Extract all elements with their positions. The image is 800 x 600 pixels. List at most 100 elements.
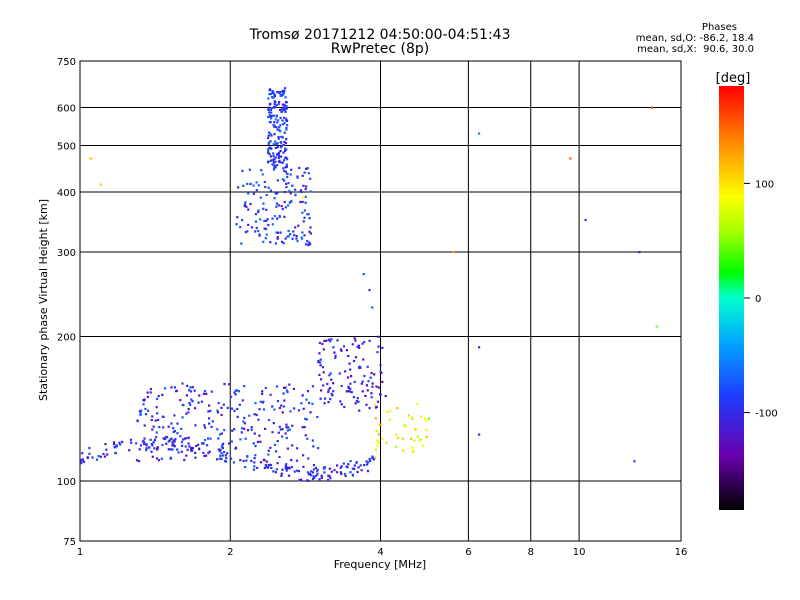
data-point <box>287 182 290 185</box>
data-point <box>289 173 292 176</box>
data-point <box>284 142 288 145</box>
data-point <box>280 240 284 243</box>
data-point <box>294 193 297 196</box>
data-point <box>221 454 224 457</box>
data-point <box>202 451 205 454</box>
data-point <box>356 397 359 400</box>
data-point <box>244 201 247 204</box>
data-point <box>203 390 207 393</box>
data-point <box>356 345 359 348</box>
data-point <box>249 202 252 206</box>
data-point <box>291 444 294 447</box>
data-point <box>267 142 270 145</box>
data-point <box>173 414 176 417</box>
data-point <box>276 91 279 94</box>
data-point <box>324 397 327 400</box>
data-point <box>569 157 572 160</box>
data-point <box>176 422 179 425</box>
data-point <box>302 220 305 223</box>
data-point <box>368 457 371 460</box>
data-point <box>168 439 171 442</box>
data-point <box>371 456 374 460</box>
data-point <box>280 144 283 147</box>
data-point <box>283 103 286 106</box>
data-point <box>302 184 305 187</box>
data-point <box>263 466 266 470</box>
data-point <box>99 455 102 458</box>
data-point <box>349 387 352 390</box>
data-point <box>298 479 301 482</box>
data-point <box>280 155 283 158</box>
data-point <box>180 440 183 444</box>
data-point <box>184 445 187 448</box>
data-point <box>259 461 263 464</box>
data-point <box>276 179 279 182</box>
data-point <box>264 463 267 467</box>
data-point <box>267 160 270 163</box>
data-point <box>308 230 311 233</box>
data-point <box>239 438 242 441</box>
data-point <box>285 467 288 470</box>
data-point <box>267 223 270 227</box>
data-point <box>267 151 270 154</box>
data-point <box>269 88 272 91</box>
data-point <box>286 390 289 394</box>
data-point <box>285 389 288 392</box>
data-point <box>250 428 253 431</box>
data-point <box>222 403 225 406</box>
data-point <box>267 97 270 100</box>
data-point <box>145 444 148 447</box>
data-point <box>228 442 231 445</box>
data-point <box>162 437 165 440</box>
data-point <box>284 386 287 389</box>
data-point <box>322 371 325 374</box>
data-point <box>270 114 273 118</box>
data-point <box>260 169 263 172</box>
data-point <box>388 418 392 421</box>
data-point <box>304 188 307 191</box>
data-point <box>271 92 274 95</box>
data-point <box>273 125 276 128</box>
data-point <box>305 185 308 188</box>
data-point <box>89 157 92 160</box>
data-point <box>105 448 108 451</box>
data-point <box>267 186 270 189</box>
data-point <box>283 179 286 182</box>
data-point <box>315 474 318 477</box>
data-point <box>319 397 322 400</box>
data-point <box>233 391 236 394</box>
data-point <box>267 464 270 467</box>
data-point <box>91 456 94 459</box>
data-point <box>88 452 91 455</box>
data-point <box>220 406 223 409</box>
data-point <box>264 386 267 390</box>
data-point <box>347 386 351 389</box>
data-point <box>265 465 268 468</box>
data-point <box>217 437 220 440</box>
data-point <box>285 101 288 104</box>
data-point <box>334 356 337 359</box>
data-point <box>285 186 288 189</box>
data-point <box>276 440 279 443</box>
data-point <box>368 459 372 462</box>
data-point <box>217 401 220 405</box>
data-point <box>327 390 330 393</box>
data-point <box>366 463 369 466</box>
data-point <box>239 459 242 462</box>
data-point <box>281 208 284 211</box>
data-point <box>356 470 359 474</box>
data-point <box>155 431 158 434</box>
x-tick-label: 4 <box>377 547 383 558</box>
y-axis-label: Stationary phase Virtual Height [km] <box>37 199 50 401</box>
data-point <box>113 442 116 445</box>
data-point <box>314 466 318 469</box>
data-point <box>138 410 141 413</box>
data-point <box>235 223 238 226</box>
data-point <box>194 456 197 459</box>
data-point <box>142 403 145 406</box>
data-point <box>282 167 285 170</box>
data-point <box>353 337 356 340</box>
data-point <box>267 449 270 452</box>
data-point <box>206 437 210 440</box>
data-point <box>223 451 226 454</box>
